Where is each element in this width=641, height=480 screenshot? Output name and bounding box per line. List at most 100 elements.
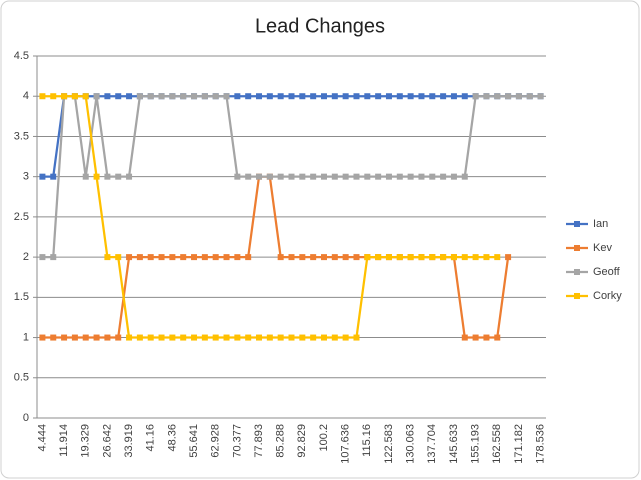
series-marker xyxy=(407,173,414,180)
x-tick-label: 62.928 xyxy=(210,424,222,458)
series-marker xyxy=(169,93,176,100)
series-marker xyxy=(39,254,46,261)
series-marker xyxy=(364,93,371,100)
y-tick-label: 2 xyxy=(23,251,29,263)
series-marker xyxy=(147,93,154,100)
series-marker xyxy=(201,93,208,100)
series-marker xyxy=(39,173,46,180)
series-marker xyxy=(50,334,57,341)
series-marker xyxy=(407,254,414,261)
x-tick-label: 92.829 xyxy=(296,424,308,458)
series-marker xyxy=(526,93,533,100)
series-marker xyxy=(483,254,490,261)
series-marker xyxy=(342,93,349,100)
series-marker xyxy=(440,254,447,261)
series-marker xyxy=(104,254,111,261)
series-marker xyxy=(331,254,338,261)
y-tick-label: 4 xyxy=(23,90,29,102)
series-marker xyxy=(310,254,317,261)
series-marker xyxy=(266,93,273,100)
series-marker xyxy=(288,334,295,341)
series-marker xyxy=(234,93,241,100)
series-marker xyxy=(82,173,89,180)
legend-label: Geoff xyxy=(593,266,621,278)
series-marker xyxy=(494,334,501,341)
y-tick-label: 1.5 xyxy=(14,291,29,303)
series-marker xyxy=(288,173,295,180)
x-tick-label: 100.2 xyxy=(318,424,330,452)
series-marker xyxy=(223,334,230,341)
series-marker xyxy=(245,254,252,261)
series-marker xyxy=(429,173,436,180)
series-marker xyxy=(505,93,512,100)
series-marker xyxy=(353,254,360,261)
series-marker xyxy=(104,93,111,100)
series-marker xyxy=(494,254,501,261)
y-tick-label: 0.5 xyxy=(14,372,29,384)
series-marker xyxy=(93,173,100,180)
series-marker xyxy=(494,93,501,100)
series-marker xyxy=(39,334,46,341)
series-marker xyxy=(277,173,284,180)
series-marker xyxy=(212,334,219,341)
series-marker xyxy=(331,334,338,341)
series-marker xyxy=(82,93,89,100)
series-marker xyxy=(50,93,57,100)
series-marker xyxy=(450,93,457,100)
series-marker xyxy=(256,173,263,180)
series-marker xyxy=(191,334,198,341)
series-marker xyxy=(418,254,425,261)
series-marker xyxy=(342,173,349,180)
series-marker xyxy=(115,254,122,261)
x-tick-label: 145.633 xyxy=(448,424,460,464)
series-marker xyxy=(375,173,382,180)
legend-swatch-marker xyxy=(574,245,580,251)
x-tick-label: 55.641 xyxy=(188,424,200,458)
series-marker xyxy=(126,93,133,100)
series-marker xyxy=(461,93,468,100)
series-marker xyxy=(39,93,46,100)
x-tick-label: 70.377 xyxy=(231,424,243,458)
y-tick-label: 1 xyxy=(23,331,29,343)
series-marker xyxy=(61,334,68,341)
series-marker xyxy=(472,254,479,261)
series-marker xyxy=(310,93,317,100)
series-marker xyxy=(115,93,122,100)
series-marker xyxy=(385,173,392,180)
series-marker xyxy=(147,334,154,341)
series-marker xyxy=(256,93,263,100)
series-marker xyxy=(310,334,317,341)
legend-label: Corky xyxy=(593,290,622,302)
series-marker xyxy=(472,93,479,100)
series-marker xyxy=(266,173,273,180)
series-marker xyxy=(180,93,187,100)
series-marker xyxy=(93,334,100,341)
series-marker xyxy=(169,334,176,341)
series-marker xyxy=(450,254,457,261)
series-marker xyxy=(201,334,208,341)
series-marker xyxy=(288,93,295,100)
series-marker xyxy=(320,254,327,261)
series-marker xyxy=(418,93,425,100)
series-marker xyxy=(147,254,154,261)
series-marker xyxy=(115,173,122,180)
series-marker xyxy=(288,254,295,261)
x-tick-label: 115.16 xyxy=(361,424,373,457)
series-marker xyxy=(136,254,143,261)
series-marker xyxy=(299,93,306,100)
series-marker xyxy=(169,254,176,261)
series-marker xyxy=(385,254,392,261)
series-marker xyxy=(245,173,252,180)
series-marker xyxy=(50,254,57,261)
x-tick-label: 122.583 xyxy=(383,424,395,464)
series-marker xyxy=(191,254,198,261)
series-marker xyxy=(158,254,165,261)
series-marker xyxy=(418,173,425,180)
series-marker xyxy=(353,93,360,100)
series-marker xyxy=(331,93,338,100)
series-marker xyxy=(234,334,241,341)
series-marker xyxy=(212,93,219,100)
series-marker xyxy=(299,334,306,341)
